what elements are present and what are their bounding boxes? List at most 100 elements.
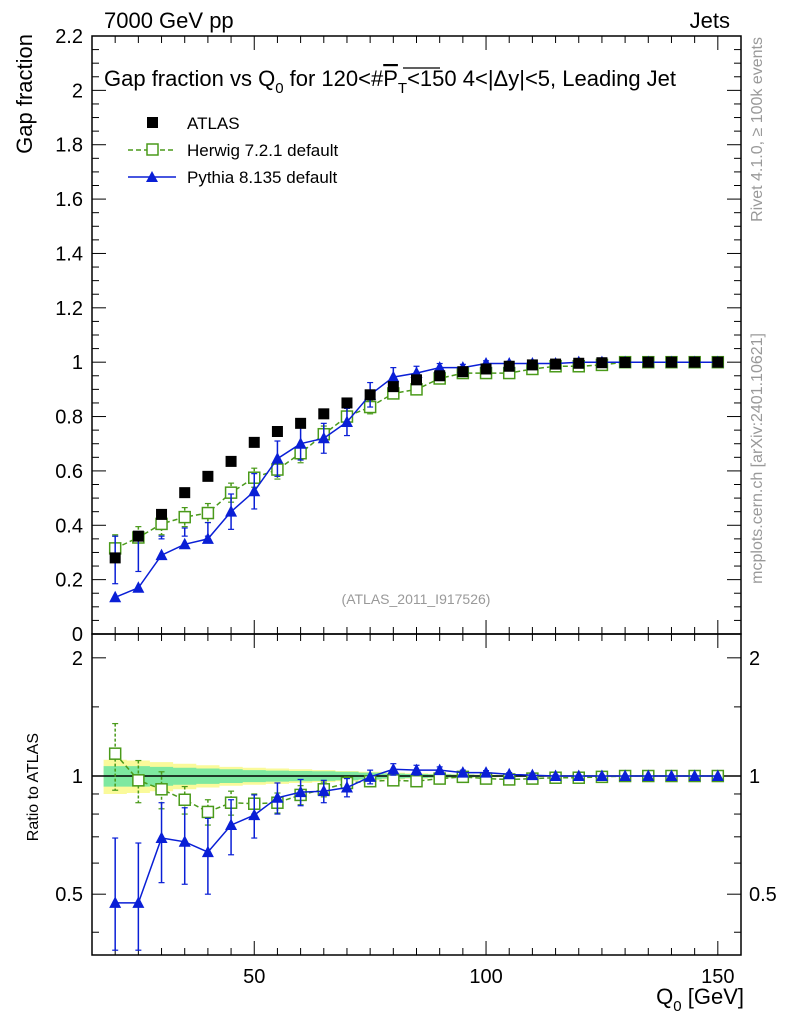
pythia-point — [201, 532, 214, 544]
pythia-point — [132, 581, 145, 593]
y-axis-label-main: Gap fraction — [12, 34, 37, 154]
atlas-point — [503, 360, 515, 372]
header-left: 7000 GeV pp — [104, 8, 234, 33]
ratio-herwig-point — [132, 774, 145, 787]
title-p: P — [383, 66, 398, 91]
atlas-point — [550, 358, 562, 370]
ratio-pythia-point — [340, 780, 353, 793]
atlas-point — [434, 370, 446, 382]
ratio-panel: 50 100 150 0.5 0.5 1 1 2 2 — [55, 633, 777, 988]
ratio-pythia-point — [410, 763, 423, 776]
atlas-point — [689, 356, 701, 368]
atlas-point — [156, 508, 168, 520]
legend-atlas-marker — [147, 117, 158, 128]
ratio-herwig-point — [201, 805, 215, 819]
main-panel: 0 0.2 0.4 0.6 0.8 1 1.2 1.4 1.6 1.8 2 2.2 — [55, 26, 742, 646]
ratio-pythia-point — [317, 784, 330, 797]
ratio-pythia-point — [456, 766, 469, 778]
pythia-point — [225, 505, 238, 517]
atlas-point — [202, 470, 214, 482]
atlas-point — [480, 363, 492, 375]
ratio-tick-label: 0.5 — [55, 884, 83, 906]
title-psub: T — [398, 80, 407, 97]
atlas-point — [225, 455, 237, 467]
y-tick-label: 0.2 — [55, 570, 83, 592]
pythia-point — [248, 484, 261, 497]
y-tick-label: 1.4 — [55, 243, 83, 265]
x-tick-label: 150 — [701, 966, 734, 988]
y-axis-label-ratio: Ratio to ATLAS — [25, 733, 42, 841]
y-tick-label: 2 — [72, 80, 83, 102]
ratio-herwig-point — [108, 747, 122, 760]
title-sub: 0 — [275, 80, 283, 97]
x-axis-label-unit: [GeV] — [682, 984, 744, 1009]
ratio-pythia-point — [526, 768, 539, 781]
ratio-herwig-point — [410, 774, 423, 788]
ratio-pythia-point — [711, 769, 724, 782]
analysis-id: (ATLAS_2011_I917526) — [342, 591, 491, 607]
ratio-tick-label-right: 2 — [749, 648, 760, 670]
y-tick-label: 0.4 — [55, 515, 83, 537]
pythia-point — [387, 370, 400, 383]
atlas-point — [318, 408, 330, 420]
herwig-point — [178, 510, 191, 524]
herwig-point — [201, 506, 215, 520]
ratio-pythia-point — [549, 769, 562, 782]
title-mid: for 120<# — [284, 66, 384, 91]
x-axis-label: Q0 [GeV] — [656, 984, 744, 1015]
ratio-pythia-line — [115, 768, 718, 904]
herwig-point — [410, 383, 423, 396]
ratio-pythia-point — [109, 896, 122, 908]
atlas-point — [526, 359, 538, 371]
ratio-pythia-point — [132, 896, 145, 908]
ratio-pythia-point — [201, 845, 214, 858]
ratio-pythia-point — [665, 769, 678, 782]
ratio-pythia-point — [155, 831, 168, 844]
pythia-point — [317, 431, 330, 444]
pythia-point — [109, 590, 122, 603]
ratio-tick-label-right: 0.5 — [749, 884, 777, 906]
atlas-point — [712, 356, 724, 368]
ratio-pythia-point — [433, 763, 446, 776]
atlas-point — [364, 389, 376, 401]
mcplots-label: mcplots.cern.ch [arXiv:2401.10621] — [749, 333, 766, 584]
atlas-point — [179, 487, 191, 499]
title-prefix: Gap fraction vs Q — [104, 66, 275, 91]
legend-pythia-label: Pythia 8.135 default — [187, 168, 338, 187]
pythia-point — [294, 437, 307, 449]
atlas-point — [271, 425, 283, 437]
atlas-point — [596, 357, 608, 369]
ratio-pythia-point — [387, 762, 400, 775]
atlas-point — [132, 530, 144, 542]
ratio-herwig-point — [178, 793, 191, 807]
atlas-point — [619, 356, 631, 368]
herwig-point — [155, 517, 168, 531]
rivet-label: Rivet 4.1.0, ≥ 100k events — [749, 37, 766, 222]
y-tick-label: 0 — [72, 624, 83, 646]
x-tick-label: 100 — [469, 966, 502, 988]
legend: ATLAS Herwig 7.2.1 default Pythia 8.135 … — [128, 114, 338, 187]
atlas-point — [642, 356, 654, 368]
ratio-pythia-point — [572, 769, 585, 782]
x-axis-label-sub: 0 — [673, 998, 681, 1015]
ratio-tick-label-right: 1 — [749, 766, 760, 788]
atlas-point — [665, 356, 677, 368]
x-axis-label-q: Q — [656, 984, 673, 1009]
ratio-pythia-point — [294, 785, 307, 798]
plot-title: Gap fraction vs Q0 for 120<#PT<150 4<|Δy… — [104, 66, 676, 97]
ratio-pythia-point — [364, 770, 377, 782]
pythia-point — [271, 452, 284, 464]
legend-pythia-marker — [146, 171, 158, 182]
ratio-herwig-point — [155, 783, 168, 796]
atlas-point — [248, 436, 260, 448]
ratio-pythia-point — [480, 766, 493, 778]
ratio-herwig-point — [387, 774, 400, 787]
pythia-point — [340, 415, 353, 427]
legend-herwig-marker — [146, 143, 159, 156]
y-tick-label: 0.6 — [55, 461, 83, 483]
y-tick-label: 1 — [72, 352, 83, 374]
y-tick-label: 1.2 — [55, 298, 83, 320]
atlas-point — [411, 374, 422, 386]
atlas-point — [457, 366, 469, 378]
